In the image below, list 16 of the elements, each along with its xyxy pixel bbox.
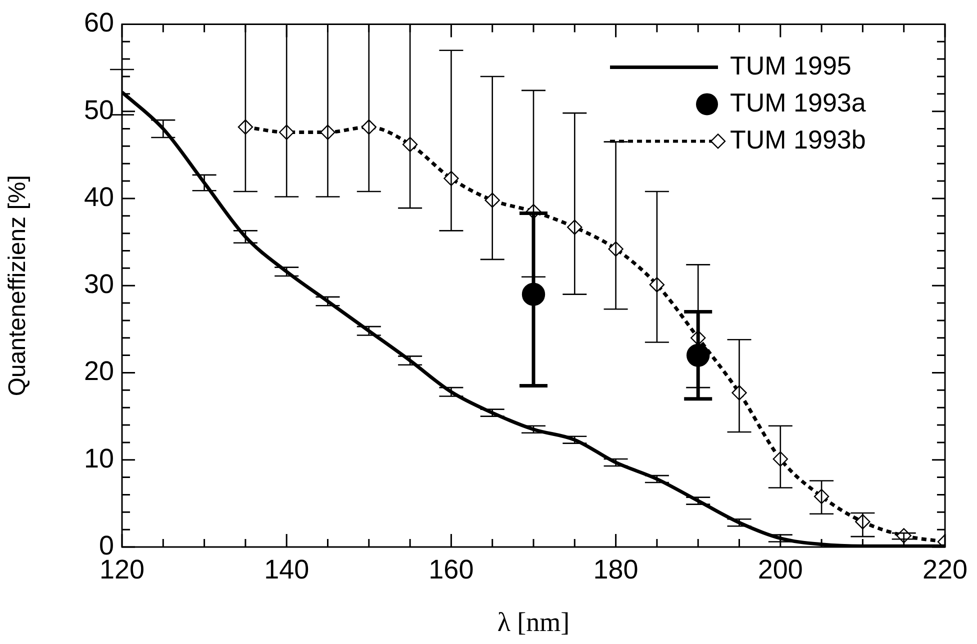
y-tick-label: 10 [84,443,114,474]
y-tick-label: 60 [84,8,114,38]
y-tick-label: 40 [84,182,114,212]
y-tick-label: 20 [84,356,114,386]
legend-label: TUM 1993b [730,124,866,154]
legend-label: TUM 1993a [730,87,866,118]
y-tick-label: 30 [84,269,114,300]
x-tick-label: 220 [922,554,968,585]
x-tick-label: 200 [758,554,803,585]
x-axis-title: λ [nm] [497,606,570,637]
x-tick-label: 140 [264,554,310,585]
x-tick-label: 180 [593,554,638,585]
x-tick-label: 160 [428,554,474,585]
legend-label: TUM 1995 [730,50,852,80]
y-axis-title: Quanteneffizienz [%] [4,175,32,396]
y-tick-label: 50 [84,94,114,125]
